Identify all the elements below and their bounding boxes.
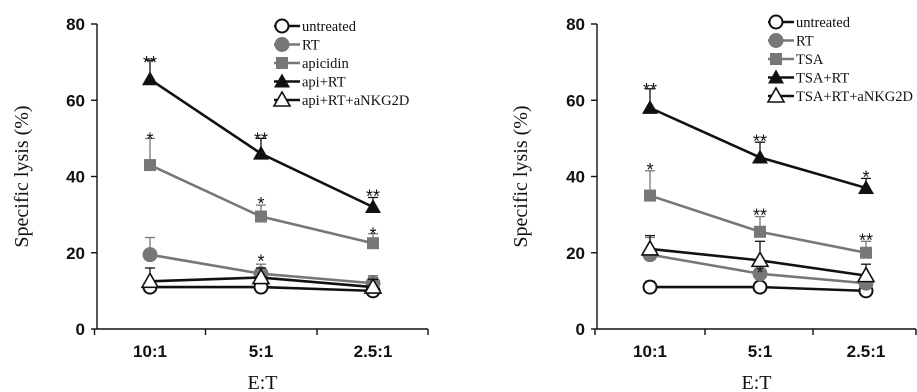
series-tsa bbox=[644, 170, 872, 259]
x-tick-label: 5:1 bbox=[748, 342, 773, 361]
legend-label: RT bbox=[302, 38, 320, 54]
data-point bbox=[642, 279, 658, 295]
data-point bbox=[144, 159, 156, 172]
series-api-rt-ankg2d bbox=[140, 267, 383, 294]
legend-marker bbox=[768, 33, 784, 48]
legend-marker bbox=[768, 14, 784, 30]
data-point bbox=[858, 179, 874, 194]
data-point bbox=[255, 210, 267, 223]
legend-marker bbox=[274, 18, 290, 34]
legend-marker bbox=[766, 86, 786, 103]
data-point bbox=[856, 266, 876, 283]
legend-label: TSA+RT+aNKG2D bbox=[796, 89, 913, 105]
legend-label: api+RT bbox=[302, 75, 346, 91]
series-tsa-rt-ankg2d bbox=[640, 234, 876, 283]
y-tick-label: 60 bbox=[566, 91, 585, 110]
y-tick-label: 40 bbox=[66, 168, 85, 187]
data-point bbox=[251, 267, 271, 285]
data-point bbox=[750, 250, 770, 268]
significance-marker: ** bbox=[753, 131, 767, 151]
series-api-rt bbox=[142, 59, 381, 213]
significance-marker: * bbox=[146, 129, 153, 149]
y-tick-label: 0 bbox=[76, 320, 85, 339]
legend-label: api+RT+aNKG2D bbox=[302, 93, 409, 109]
data-point bbox=[367, 237, 379, 250]
legend-label: TSA bbox=[796, 52, 824, 68]
legend-label: apicidin bbox=[302, 56, 349, 72]
significance-marker: ** bbox=[643, 80, 657, 100]
series-tsa-rt bbox=[642, 88, 874, 194]
x-tick-label: 5:1 bbox=[249, 342, 274, 361]
x-tick-label: 2.5:1 bbox=[354, 342, 393, 361]
x-tick-label: 10:1 bbox=[633, 342, 667, 361]
significance-marker: * bbox=[862, 168, 869, 188]
data-point bbox=[253, 145, 269, 160]
x-axis-title: E:T bbox=[248, 372, 278, 392]
legend-marker bbox=[274, 37, 290, 52]
data-point bbox=[640, 239, 660, 256]
significance-marker: * bbox=[257, 194, 264, 214]
y-tick-label: 80 bbox=[66, 15, 85, 34]
series-apicidin bbox=[144, 137, 379, 250]
y-tick-label: 0 bbox=[576, 320, 585, 339]
significance-marker: * bbox=[257, 251, 264, 271]
y-tick-label: 60 bbox=[66, 91, 85, 110]
legend: untreated RT apicidin api+RT api+RT+aNKG2D bbox=[272, 18, 409, 109]
data-point bbox=[644, 189, 656, 202]
legend-label: untreated bbox=[302, 19, 357, 35]
legend-marker bbox=[768, 69, 784, 84]
significance-marker: ** bbox=[254, 129, 268, 149]
data-point bbox=[140, 271, 160, 289]
legend-label: TSA+RT bbox=[796, 71, 849, 87]
y-tick-label: 40 bbox=[566, 168, 585, 187]
significance-marker: ** bbox=[859, 230, 873, 250]
chart-panel-2: 0 20 40 60 80 10:1 5:1 2.5:1 E:T Specific lysis (… bbox=[510, 14, 917, 392]
data-point bbox=[142, 247, 158, 263]
data-point bbox=[142, 71, 158, 86]
data-point bbox=[752, 149, 768, 164]
legend-marker bbox=[272, 90, 292, 107]
legend-label: RT bbox=[796, 34, 814, 50]
significance-marker: ** bbox=[753, 206, 767, 226]
legend-marker bbox=[274, 73, 290, 88]
y-tick-label: 20 bbox=[566, 244, 585, 263]
chart-panel-1: 0 20 40 60 80 10:1 5:1 2.5:1 E:T Specific lysis (… bbox=[11, 15, 429, 392]
legend-marker bbox=[276, 57, 288, 69]
x-tick-label: 2.5:1 bbox=[847, 342, 886, 361]
data-point bbox=[363, 277, 383, 294]
legend-marker bbox=[770, 53, 782, 65]
data-point bbox=[754, 225, 766, 238]
significance-marker: * bbox=[756, 263, 763, 283]
legend: untreated RT TSA TSA+RT TSA+RT+aNKG2D bbox=[766, 14, 913, 105]
y-tick-label: 20 bbox=[66, 244, 85, 263]
data-point bbox=[365, 199, 381, 213]
significance-marker: * bbox=[646, 160, 653, 180]
y-tick-label: 80 bbox=[566, 15, 585, 34]
data-point bbox=[860, 246, 872, 259]
significance-marker: * bbox=[369, 225, 376, 245]
legend-label: untreated bbox=[796, 15, 851, 31]
significance-marker: ** bbox=[143, 53, 157, 73]
significance-marker: ** bbox=[366, 187, 380, 207]
y-axis-title: Specific lysis (%) bbox=[11, 105, 33, 247]
y-axis-title: Specific lysis (%) bbox=[510, 105, 532, 247]
x-axis-title: E:T bbox=[742, 372, 772, 392]
x-tick-label: 10:1 bbox=[133, 342, 167, 361]
data-point bbox=[642, 99, 658, 114]
